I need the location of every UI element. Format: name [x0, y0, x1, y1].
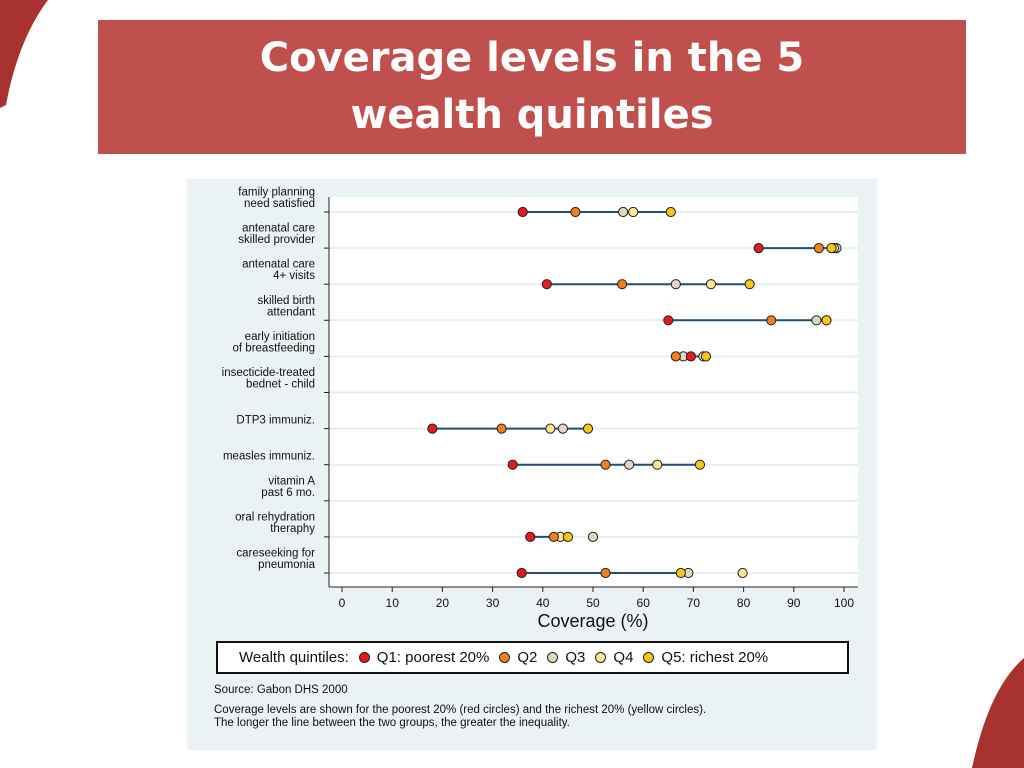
data-point [525, 531, 536, 542]
data-point [496, 423, 507, 434]
legend-label-q5: Q5: richest 20% [661, 649, 769, 666]
data-point [675, 567, 686, 579]
data-point [766, 315, 777, 326]
y-tick-label: need satisfied [244, 198, 315, 210]
y-tick-label: skilled birth [257, 295, 315, 307]
data-point [541, 279, 552, 290]
y-tick-label: past 6 mo. [261, 487, 315, 499]
explanation-note: Coverage levels are shown for the poores… [214, 704, 706, 730]
x-tick-label: 0 [339, 596, 346, 610]
explanation-line-1: Coverage levels are shown for the poores… [214, 704, 707, 716]
data-point [665, 206, 676, 218]
data-point [705, 279, 717, 290]
legend-marker-q2 [499, 652, 511, 663]
explanation-line-2: The longer the line between the two grou… [214, 717, 570, 729]
y-tick-label: DTP3 immuniz. [236, 415, 315, 427]
data-point [557, 423, 568, 434]
y-tick-label: antenatal care [242, 259, 315, 271]
data-point [587, 531, 599, 542]
data-point [821, 315, 832, 326]
legend-marker-q4 [595, 652, 607, 663]
x-tick-label: 80 [737, 596, 751, 610]
data-point [600, 567, 611, 579]
data-point [427, 423, 438, 434]
data-point [652, 459, 663, 470]
data-point [813, 243, 825, 254]
data-point [600, 459, 611, 470]
data-point [624, 459, 635, 470]
y-tick-label: of breastfeeding [233, 342, 315, 354]
legend-entry-q5: Q5: richest 20% [633, 649, 768, 666]
x-tick-label: 50 [586, 596, 600, 610]
chart-legend: Wealth quintiles: Q1: poorest 20% Q2 Q3 … [216, 641, 849, 674]
title-banner: Coverage levels in the 5 wealth quintile… [98, 20, 966, 154]
legend-entry-q4: Q4 [585, 649, 633, 666]
data-point [516, 567, 527, 579]
data-point [811, 315, 822, 326]
legend-title: Wealth quintiles: [239, 649, 349, 666]
data-point [694, 459, 706, 470]
data-point [826, 243, 837, 254]
y-tick-label: oral rehydration [235, 511, 315, 523]
x-tick-label: 70 [687, 596, 701, 610]
legend-entry-q3: Q3 [537, 649, 585, 666]
legend-label-q2: Q2 [517, 649, 538, 666]
legend-entry-q1: Q1: poorest 20% [349, 649, 490, 666]
data-point [700, 351, 712, 362]
data-point [517, 206, 528, 218]
data-point [548, 531, 559, 542]
x-tick-label: 100 [834, 596, 854, 610]
data-point [570, 206, 581, 218]
y-tick-label: early initiation [245, 331, 315, 343]
x-tick-label: 10 [386, 596, 400, 610]
legend-label-q4: Q4 [613, 649, 634, 666]
data-point [617, 279, 628, 290]
legend-entry-q2: Q2 [489, 649, 537, 666]
y-tick-label: antenatal care [242, 223, 315, 235]
x-axis-title: Coverage (%) [537, 611, 648, 631]
legend-marker-q1 [358, 652, 370, 663]
y-tick-label: skilled provider [238, 234, 315, 246]
data-point [737, 567, 748, 579]
legend-label-q1: Q1: poorest 20% [376, 649, 490, 666]
chart-panel: family planning need satisfied antenatal c… [187, 179, 877, 750]
data-point [670, 279, 681, 290]
y-tick-label: bednet - child [246, 379, 315, 391]
slide-title: Coverage levels in the 5 wealth quintile… [259, 35, 805, 138]
x-tick-label: 90 [787, 596, 801, 610]
data-point [582, 423, 594, 434]
y-tick-label: attendant [267, 306, 316, 318]
x-tick-label: 20 [436, 596, 450, 610]
legend-marker-q3 [547, 652, 559, 663]
y-tick-label: family planning [238, 187, 315, 199]
y-tick-label: theraphy [270, 523, 315, 535]
x-tick-label: 40 [536, 596, 550, 610]
data-point [753, 243, 764, 254]
data-point [507, 459, 518, 470]
y-tick-label: vitamin A [268, 475, 315, 487]
data-point [545, 423, 556, 434]
source-note: Source: Gabon DHS 2000 [214, 684, 348, 696]
data-point [685, 351, 696, 362]
y-tick-label: measles immuniz. [223, 451, 315, 463]
legend-label-q3: Q3 [565, 649, 586, 666]
data-point [618, 206, 629, 218]
data-point [670, 351, 681, 362]
y-tick-label: insecticide-treated [222, 367, 315, 379]
data-point [744, 279, 755, 290]
y-tick-label: pneumonia [258, 559, 316, 571]
y-tick-label: careseeking for [236, 548, 315, 560]
data-point [663, 315, 674, 326]
corner-decoration-top-left [0, 0, 48, 108]
legend-marker-q5 [643, 652, 655, 663]
data-point [628, 206, 639, 218]
x-tick-label: 60 [637, 596, 651, 610]
corner-decoration-bottom-right [972, 658, 1024, 768]
x-tick-label: 30 [486, 596, 500, 610]
data-point [562, 531, 573, 542]
y-tick-label: 4+ visits [273, 270, 315, 282]
